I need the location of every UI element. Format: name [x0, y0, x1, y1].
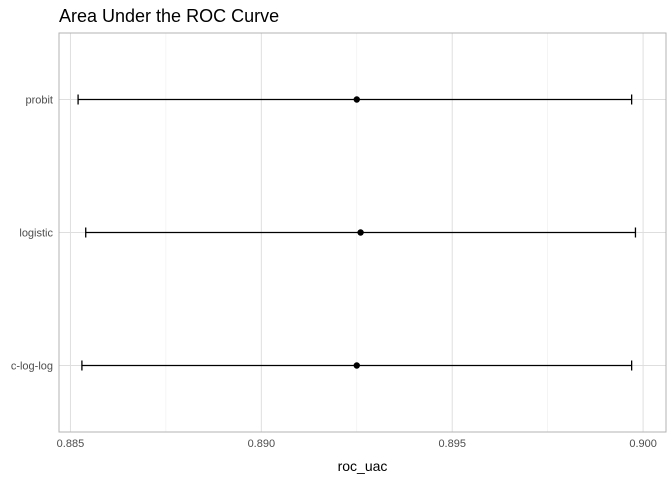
x-axis-ticks: 0.885 0.890 0.895 0.900: [57, 438, 657, 450]
x-tick-label: 0.900: [629, 438, 657, 450]
chart-title: Area Under the ROC Curve: [59, 6, 279, 26]
point-estimate-probit: [353, 96, 360, 103]
y-tick-label-logistic: logistic: [19, 228, 53, 240]
x-axis-title: roc_uac: [338, 458, 388, 474]
x-tick-label: 0.885: [57, 438, 85, 450]
y-tick-label-c-log-log: c-log-log: [11, 361, 53, 373]
point-estimate-logistic: [357, 229, 364, 236]
point-estimate-c-log-log: [353, 362, 360, 369]
x-tick-label: 0.895: [438, 438, 466, 450]
y-axis-ticks: probit logistic c-log-log: [11, 95, 54, 373]
y-tick-label-probit: probit: [25, 95, 53, 107]
error-bars: [77, 94, 637, 371]
plot-panel: [58, 32, 667, 433]
x-tick-label: 0.890: [248, 438, 276, 450]
